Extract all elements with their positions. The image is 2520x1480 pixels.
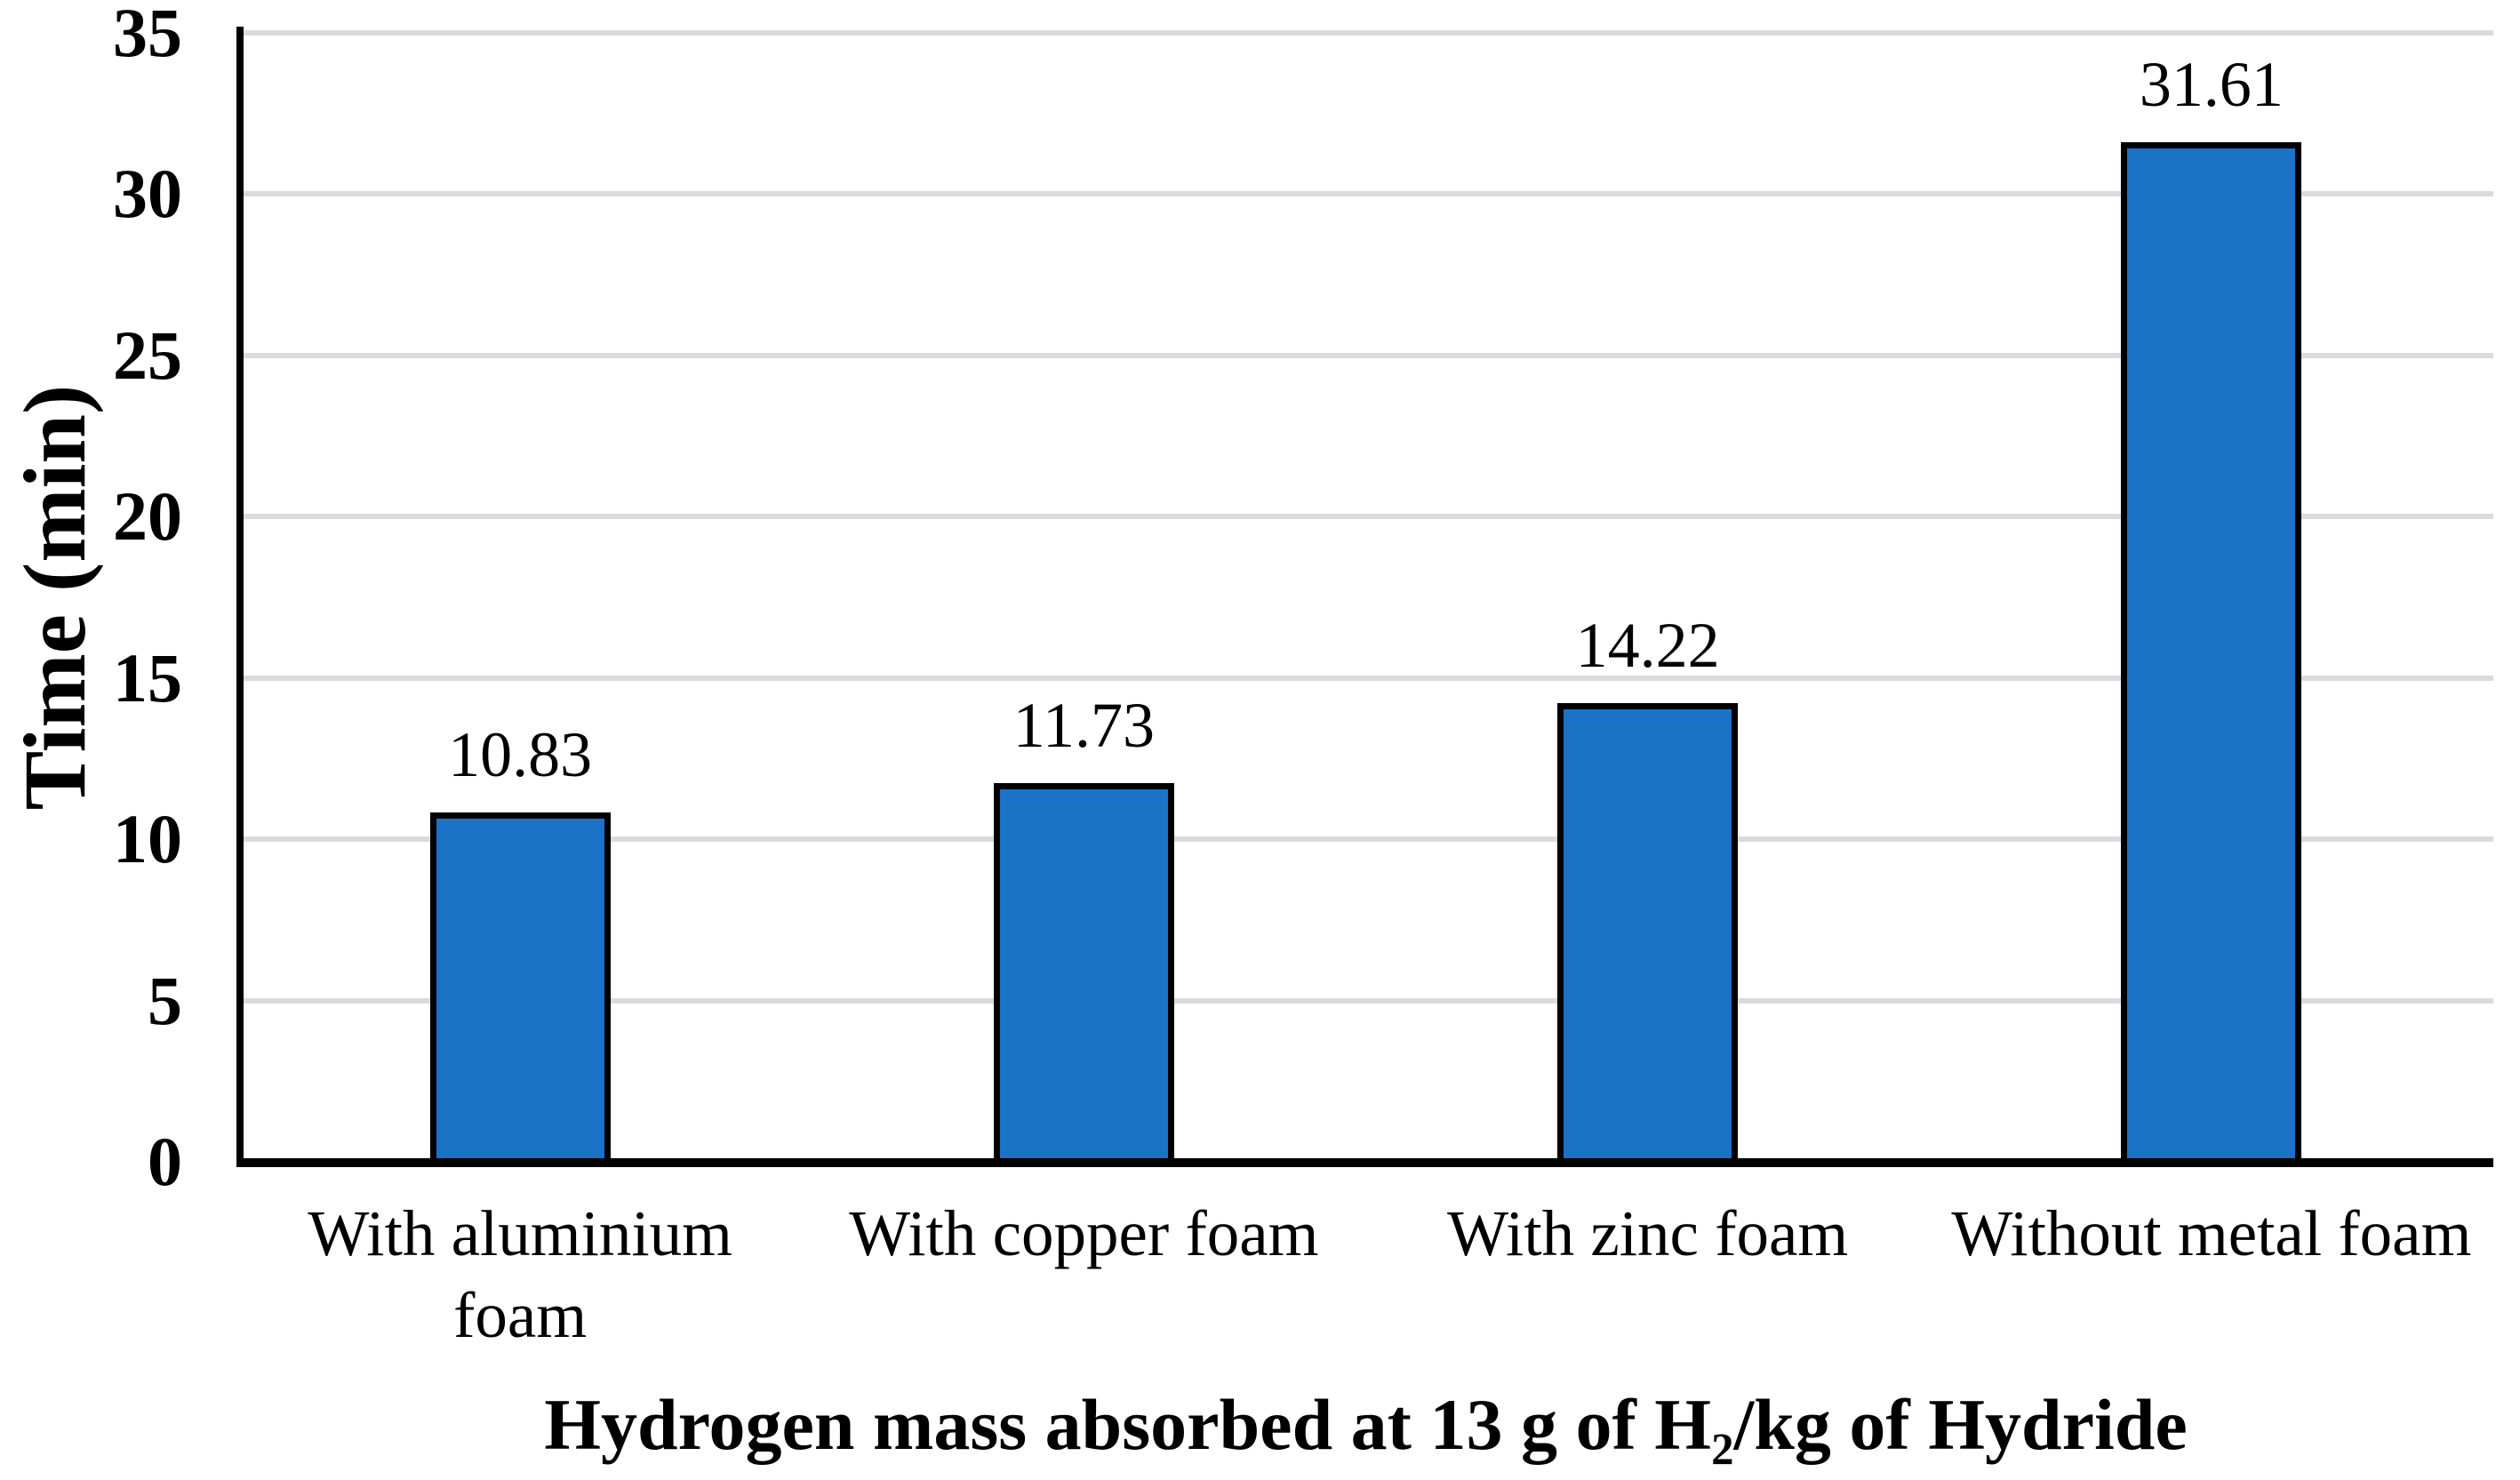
y-axis-tick-label: 35 xyxy=(113,0,182,71)
x-axis-title-suffix: /kg of Hydride xyxy=(1733,1384,2188,1465)
bar-value-label: 11.73 xyxy=(1012,690,1156,762)
y-axis-tick-label: 10 xyxy=(113,800,182,878)
y-axis-tick-label: 25 xyxy=(113,316,182,394)
x-axis-line xyxy=(236,1158,2493,1167)
bar xyxy=(993,783,1174,1162)
gridline xyxy=(238,352,2493,358)
gridline xyxy=(238,836,2493,843)
y-axis-tick-label: 30 xyxy=(113,155,182,233)
gridline xyxy=(238,675,2493,681)
gridline xyxy=(238,191,2493,197)
gridline xyxy=(238,30,2493,36)
bar xyxy=(2121,142,2302,1162)
bar-value-label: 14.22 xyxy=(1575,610,1720,682)
bar-value-label: 31.61 xyxy=(2139,49,2284,120)
bar-value-label: 10.83 xyxy=(448,719,593,791)
y-axis-tick-label: 0 xyxy=(148,1123,182,1200)
category-label: With zinc foam xyxy=(1447,1197,1849,1269)
bar xyxy=(429,812,611,1162)
x-axis-title-text: Hydrogen mass absorbed at 13 g of H xyxy=(544,1384,1712,1465)
bar xyxy=(1557,703,1739,1162)
y-axis-tick-label: 5 xyxy=(148,961,182,1039)
x-axis-title: Hydrogen mass absorbed at 13 g of H2/kg … xyxy=(238,1376,2493,1474)
gridline xyxy=(238,997,2493,1004)
category-label: Without metal foam xyxy=(1951,1197,2472,1269)
y-axis-tick-label: 20 xyxy=(113,477,182,556)
category-label: With copper foam xyxy=(849,1197,1319,1269)
y-axis-line xyxy=(236,27,244,1167)
category-label: With aluminium foam xyxy=(308,1197,732,1351)
x-axis-title-subscript: 2 xyxy=(1711,1424,1734,1475)
y-axis-tick-label: 15 xyxy=(113,638,182,716)
gridline xyxy=(238,514,2493,520)
